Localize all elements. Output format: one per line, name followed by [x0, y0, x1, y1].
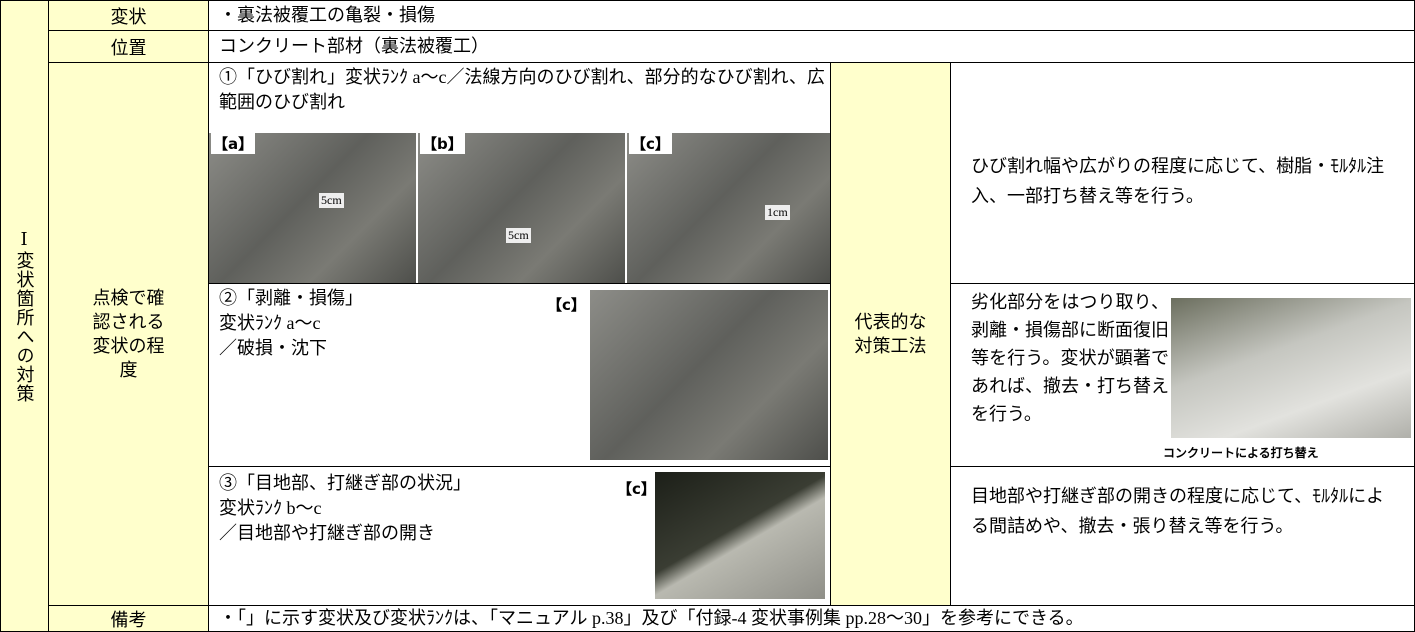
photo-note: 5cm [319, 193, 344, 208]
measures-header: 代表的な対策工法 [854, 312, 927, 356]
item-text: ③「目地部、打継ぎ部の状況」 変状ﾗﾝｸ b～c ／目地部や打継ぎ部の開き [219, 471, 471, 546]
photo [1171, 298, 1411, 438]
content-text: コンクリート部材（裏法被覆工） [219, 36, 489, 56]
inspection-header: 点検で確認される変状の程度 [92, 288, 165, 380]
measure-cell: 劣化部分をはつり取り、剥離・損傷部に断面復旧等を行う。変状が顕著であれば、撤去・… [950, 283, 1415, 467]
measures-header-cell: 代表的な対策工法 [830, 62, 951, 606]
inspection-header-cell: 点検で確認される変状の程度 [48, 62, 209, 606]
line: ／目地部や打継ぎ部の開き [219, 523, 435, 543]
row-header: 変状 [48, 0, 209, 31]
inspection-cell: ③「目地部、打継ぎ部の状況」 変状ﾗﾝｸ b～c ／目地部や打継ぎ部の開き [208, 466, 831, 606]
photo: 【a】 5cm [209, 133, 416, 283]
row-content: コンクリート部材（裏法被覆工） [208, 30, 1415, 63]
header-text: 変状 [110, 6, 147, 27]
line: 変状ﾗﾝｸ b～c [219, 498, 322, 518]
row-content: ・「」に示す変状及び変状ﾗﾝｸは、「マニュアル p.38」及び「付録-4 変状事… [208, 605, 1415, 632]
measure-text: ひび割れ幅や広がりの程度に応じて、樹脂・ﾓﾙﾀﾙ注入、一部打ち替え等を行う。 [971, 156, 1385, 206]
row-header: 位置 [48, 30, 209, 63]
side-label: Ⅰ変状箇所への対策 [14, 229, 35, 403]
photo [590, 290, 828, 460]
line: ／破損・沈下 [219, 338, 327, 358]
header-text: 備考 [110, 609, 147, 630]
line: ②「剥離・損傷」 [219, 288, 363, 308]
content-text: ・裏法被覆工の亀裂・損傷 [219, 5, 435, 25]
content-text: ・「」に示す変状及び変状ﾗﾝｸは、「マニュアル p.38」及び「付録-4 変状事… [219, 608, 1084, 628]
photo-label: 【b】 [420, 133, 465, 154]
photo: 【b】 5cm [418, 133, 625, 283]
photo-label: 【c】 [629, 133, 672, 154]
photo-note: 1cm [765, 205, 790, 220]
measure-text: 目地部や打継ぎ部の開きの程度に応じて、ﾓﾙﾀﾙによる間詰めや、撤去・張り替え等を… [971, 486, 1385, 536]
row-header: 備考 [48, 605, 209, 632]
photo: 【c】 1cm [627, 133, 830, 283]
item-text: ②「剥離・損傷」 変状ﾗﾝｸ a～c ／破損・沈下 [219, 286, 363, 361]
measure-cell: ひび割れ幅や広がりの程度に応じて、樹脂・ﾓﾙﾀﾙ注入、一部打ち替え等を行う。 [950, 62, 1415, 284]
line: ③「目地部、打継ぎ部の状況」 [219, 473, 471, 493]
photo-caption: コンクリートによる打ち替え [1163, 446, 1319, 460]
side-cell: Ⅰ変状箇所への対策 [0, 0, 49, 632]
photo-label: 【c】 [615, 478, 658, 499]
row-content: ・裏法被覆工の亀裂・損傷 [208, 0, 1415, 31]
item-text: ①「ひび割れ」変状ﾗﾝｸ a～c／法線方向のひび割れ、部分的なひび割れ、広範囲の… [219, 67, 825, 112]
photo [655, 472, 825, 599]
photo-label: 【c】 [545, 294, 588, 315]
photo-note: 5cm [506, 228, 531, 243]
measure-cell: 目地部や打継ぎ部の開きの程度に応じて、ﾓﾙﾀﾙによる間詰めや、撤去・張り替え等を… [950, 466, 1415, 606]
header-text: 位置 [110, 37, 147, 58]
photo-label: 【a】 [211, 133, 256, 154]
measure-text: 劣化部分をはつり取り、剥離・損傷部に断面復旧等を行う。変状が顕著であれば、撤去・… [971, 292, 1169, 424]
line: 変状ﾗﾝｸ a～c [219, 313, 321, 333]
